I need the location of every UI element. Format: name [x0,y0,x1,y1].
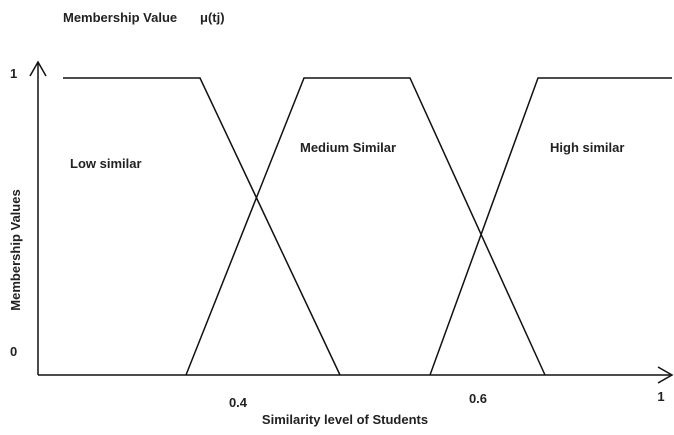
x-axis-label: Similarity level of Students [262,412,428,427]
high-similar-curve [429,77,672,376]
x-axis-arrow [657,366,674,384]
title: Membership Value [63,10,177,25]
set-label: Medium Similar [300,140,396,155]
x-tick-label: 0.6 [469,391,487,406]
set-label: High similar [550,140,624,155]
low-similar-curve [63,77,341,376]
title-symbol: μ(tj) [200,10,225,25]
medium-similar-curve [185,77,546,376]
y-axis-arrow [29,60,47,77]
x-tick-label: 0.4 [229,395,248,410]
set-label: Low similar [70,156,142,171]
y-axis-label: Membership Values [8,189,23,310]
x-tick-label: 1 [657,389,664,404]
y-tick-label: 1 [10,66,17,81]
y-tick-label: 0 [10,344,17,359]
